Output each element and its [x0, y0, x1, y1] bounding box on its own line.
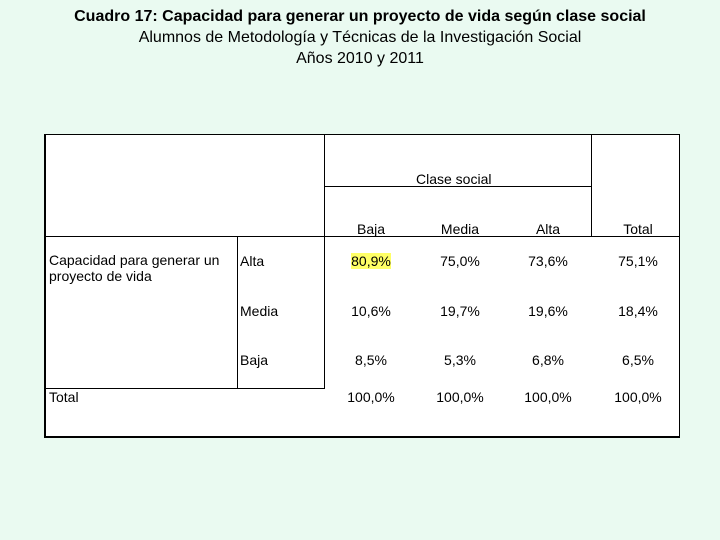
- row-label-alta: Alta: [240, 253, 265, 269]
- table-title: Cuadro 17: Capacidad para generar un pro…: [74, 8, 646, 25]
- table-cell: 6,8%: [532, 352, 564, 368]
- column-header-media: Media: [440, 221, 480, 237]
- table-cell: 6,5%: [622, 352, 654, 368]
- column-header-alta: Alta: [535, 221, 561, 237]
- divider-under-header: [46, 236, 680, 237]
- divider-row-labels: [237, 236, 238, 388]
- divider-under-group-header: [324, 186, 592, 187]
- highlighted-value: 80,9%: [351, 253, 391, 269]
- total-row-label: Total: [49, 389, 79, 405]
- row-label-baja: Baja: [240, 352, 269, 368]
- table-cell: 75,1%: [618, 253, 658, 269]
- title-block: Cuadro 17: Capacidad para generar un pro…: [0, 6, 720, 69]
- table-cell: 18,4%: [618, 303, 658, 319]
- table-cell: 100,0%: [436, 389, 484, 405]
- divider-total-row: [46, 388, 325, 389]
- table-years: Años 2010 y 2011: [296, 50, 424, 67]
- table-cell: 80,9%: [331, 253, 411, 269]
- column-header-total: Total: [623, 221, 653, 237]
- table-cell: 73,6%: [528, 253, 568, 269]
- table-subtitle: Alumnos de Metodología y Técnicas de la …: [138, 29, 582, 46]
- column-header-baja: Baja: [356, 221, 386, 237]
- group-header-clase-social: Clase social: [416, 171, 492, 187]
- table-cell: 19,6%: [528, 303, 568, 319]
- table-cell: 100,0%: [614, 389, 662, 405]
- table-cell: 100,0%: [524, 389, 572, 405]
- table-cell: 8,5%: [355, 352, 387, 368]
- table-cell: 10,6%: [351, 303, 391, 319]
- table-cell: 100,0%: [347, 389, 395, 405]
- row-variable-label: Capacidad para generar un proyecto de vi…: [49, 252, 220, 284]
- crosstab-table: Clase social Baja Media Alta Total Capac…: [44, 134, 680, 438]
- table-cell: 5,3%: [444, 352, 476, 368]
- table-cell: 19,7%: [440, 303, 480, 319]
- row-label-media: Media: [240, 303, 279, 319]
- divider-vertical-group: [324, 135, 325, 389]
- table-cell: 75,0%: [440, 253, 480, 269]
